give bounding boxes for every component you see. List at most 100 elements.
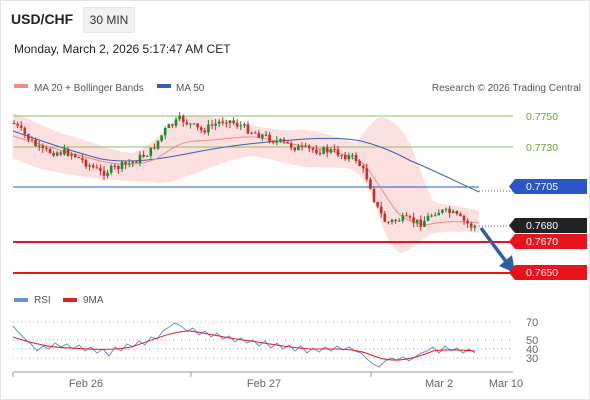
last-price-tag [515, 218, 587, 233]
candle-body [358, 160, 361, 166]
candle-body [135, 161, 138, 163]
rsi-legend-swatch [14, 298, 28, 302]
candle-body [88, 165, 91, 167]
candle-body [203, 130, 207, 133]
candle-body [167, 124, 171, 129]
candle-body [390, 219, 394, 223]
candle-body [462, 216, 466, 221]
candle-body [286, 141, 289, 144]
candle-body [178, 116, 181, 120]
candle-body [117, 166, 120, 170]
candle-body [45, 148, 48, 150]
candle-body [102, 170, 106, 176]
candle-body [282, 139, 286, 142]
level-tag-pointer [509, 265, 515, 280]
candle-body [275, 140, 279, 143]
level-label-0-7730: 0.7730 [526, 142, 558, 154]
timeframe-button[interactable]: 30 MIN [83, 7, 135, 33]
candle-body [156, 140, 160, 149]
level-tag-0-7650 [515, 265, 587, 280]
candle-body [279, 139, 282, 141]
bollinger-band [13, 113, 479, 253]
ma20-legend-label: MA 20 + Bollinger Bands [34, 83, 144, 94]
candle-body [250, 132, 253, 134]
candle-body [289, 143, 293, 148]
candle-body [469, 223, 473, 228]
candle-body [228, 120, 232, 124]
candle-body [419, 219, 423, 227]
candle-body [55, 152, 59, 156]
candle-body [448, 208, 451, 214]
candle-body [153, 147, 156, 149]
level-label-0-7650: 0.7650 [526, 267, 558, 279]
candle-body [423, 220, 426, 227]
candle-body [311, 148, 315, 150]
candle-body [466, 220, 469, 224]
last-price-label: 0.7680 [526, 220, 558, 232]
ma20-legend-swatch [14, 84, 28, 88]
candle-body [127, 163, 131, 165]
candle-body [408, 216, 412, 218]
candle-body [207, 124, 210, 133]
candle-body [405, 215, 408, 217]
candle-body [347, 155, 351, 160]
candle-body [322, 147, 325, 154]
candle-body [325, 147, 329, 153]
candle-body [300, 145, 304, 147]
symbol-title: USD/CHF [11, 11, 74, 27]
candle-body [473, 225, 477, 228]
candle-body [343, 155, 347, 160]
candle-body [315, 149, 318, 154]
x-axis-label-feb27: Feb 27 [247, 378, 281, 390]
forecast-arrow [479, 226, 509, 265]
rsi-ma-line [12, 330, 476, 361]
candle-body [336, 149, 340, 156]
candle-body [99, 168, 102, 171]
candle-body [304, 145, 307, 147]
candle-body [23, 127, 27, 135]
candle-body [441, 209, 444, 213]
candle-body [174, 119, 178, 126]
candle-body [340, 155, 343, 157]
candle-body [246, 124, 250, 134]
level-tag-pointer [509, 179, 515, 194]
level-tag-0-7670 [515, 234, 587, 249]
candle-body [379, 206, 383, 214]
ma20-line [12, 135, 480, 225]
chart-header: USD/CHF 30 MIN [1, 1, 589, 37]
rsi-line [12, 322, 476, 368]
candle-body [106, 172, 109, 176]
candle-body [307, 145, 311, 149]
candle-body [351, 154, 354, 156]
candle-body [412, 217, 415, 223]
candle-body [271, 141, 275, 143]
candle-body [293, 147, 297, 151]
candle-body [415, 219, 419, 223]
candle-body [77, 157, 81, 159]
candle-body [264, 134, 268, 136]
rsi-axis-30: 30 [526, 353, 538, 365]
candle-body [27, 134, 30, 140]
candle-body [235, 123, 239, 127]
candle-body [217, 121, 221, 124]
rsi-ma-legend-swatch [63, 298, 77, 302]
candle-body [369, 179, 372, 189]
candle-body [210, 124, 214, 126]
level-label-0-7750: 0.7750 [526, 111, 558, 123]
candle-body [48, 148, 52, 153]
candle-body [361, 165, 365, 169]
candle-body [124, 162, 127, 165]
candle-body [243, 124, 246, 126]
candle-body [63, 149, 66, 155]
candle-body [444, 208, 448, 210]
candle-body [84, 159, 88, 167]
candle-body [239, 125, 243, 127]
candle-body [372, 188, 376, 202]
ma50-line [12, 130, 480, 193]
candle-body [109, 165, 113, 173]
candle-body [12, 123, 16, 124]
candle-body [120, 162, 124, 170]
forecast-arrowhead [499, 255, 515, 273]
candle-body [401, 215, 405, 221]
candle-body [91, 165, 95, 168]
